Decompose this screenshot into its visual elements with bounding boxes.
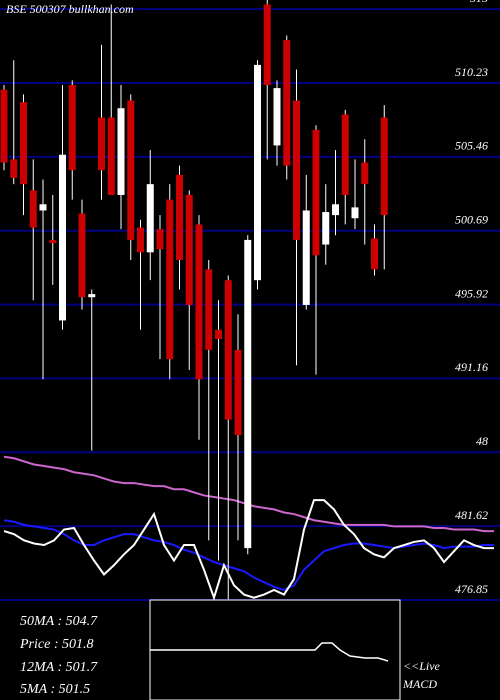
candle-body (283, 40, 291, 166)
candle-body (341, 114, 349, 195)
candle-body (371, 238, 378, 270)
candle-body (361, 162, 369, 185)
y-tick-label: 500.69 (455, 213, 488, 227)
candle-body (156, 229, 164, 250)
candle-body (273, 88, 281, 146)
candle-body (244, 239, 252, 549)
candle-body (49, 239, 57, 244)
candle-body (254, 64, 261, 281)
candle-body (332, 204, 339, 216)
y-tick-label: 515 (470, 0, 488, 5)
candle-body (146, 184, 154, 253)
candle-body (185, 194, 193, 305)
candle-body (137, 227, 144, 253)
candle-body (20, 102, 27, 185)
candle-body (59, 154, 66, 321)
candle-body (98, 117, 105, 171)
candles (0, 0, 388, 600)
candle-body (166, 199, 174, 360)
candle-body (195, 224, 203, 380)
y-tick-label: 495.92 (455, 286, 488, 300)
ma-line (3, 519, 494, 592)
ma-line (3, 499, 494, 601)
candle-body (127, 100, 135, 240)
candle-body (10, 159, 18, 178)
candle-body (39, 204, 47, 211)
candle-body (107, 117, 115, 195)
y-tick-label: 48 (476, 434, 488, 448)
info-text: Price : 501.8 (19, 637, 93, 652)
candle-body (78, 213, 86, 298)
macd-line (150, 642, 389, 662)
y-tick-label: 510.23 (455, 65, 488, 79)
candle-body (224, 280, 232, 420)
candle-body (293, 100, 300, 240)
y-axis: 515 510.23 505.46 500.69 495.92 491.16 48 481.6… (455, 0, 488, 596)
candle-body (215, 329, 222, 340)
candle-body (117, 108, 125, 195)
candle-body (0, 89, 8, 163)
candle-body (176, 174, 183, 261)
candle-body (312, 129, 320, 256)
y-tick-label: 491.16 (455, 360, 488, 374)
y-tick-label: 481.62 (455, 508, 488, 522)
candle-body (88, 294, 96, 298)
info-text: 50MA : 504.7 (20, 614, 98, 629)
info-text: 12MA : 501.7 (20, 660, 98, 675)
candle-body (351, 207, 359, 219)
candle-body (380, 117, 388, 216)
candle-body (322, 212, 330, 245)
macd-label: MACD (402, 677, 437, 691)
candle-body (68, 85, 76, 171)
y-tick-label: 505.46 (455, 139, 488, 153)
candle-body (263, 4, 271, 86)
candle-body (205, 269, 213, 350)
macd-label: <<Live (403, 659, 441, 673)
candle-body (234, 349, 242, 436)
candle-body (302, 210, 310, 305)
info-text: 5MA : 501.5 (20, 682, 90, 697)
chart-title: BSE 500307 bullkhan.com (6, 2, 134, 16)
y-tick-label: 476.85 (455, 582, 488, 596)
candle-body (29, 190, 37, 228)
